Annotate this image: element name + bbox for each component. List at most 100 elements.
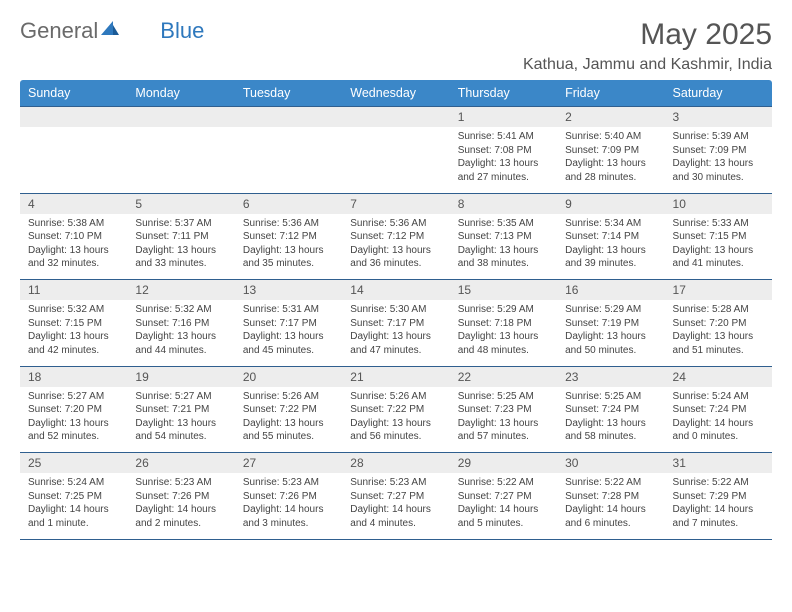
sunset-text: Sunset: 7:21 PM	[135, 403, 226, 417]
sunrise-text: Sunrise: 5:36 AM	[243, 217, 334, 231]
sunset-text: Sunset: 7:23 PM	[458, 403, 549, 417]
day-cell	[235, 127, 342, 193]
day-number: 27	[235, 453, 342, 474]
day-cell: Sunrise: 5:23 AMSunset: 7:26 PMDaylight:…	[235, 473, 342, 539]
day-cell: Sunrise: 5:33 AMSunset: 7:15 PMDaylight:…	[665, 214, 772, 280]
sunrise-text: Sunrise: 5:40 AM	[565, 130, 656, 144]
day-cell: Sunrise: 5:37 AMSunset: 7:11 PMDaylight:…	[127, 214, 234, 280]
day-cell: Sunrise: 5:23 AMSunset: 7:26 PMDaylight:…	[127, 473, 234, 539]
sunset-text: Sunset: 7:19 PM	[565, 317, 656, 331]
sunrise-text: Sunrise: 5:25 AM	[458, 390, 549, 404]
sunset-text: Sunset: 7:20 PM	[28, 403, 119, 417]
day-cell: Sunrise: 5:36 AMSunset: 7:12 PMDaylight:…	[342, 214, 449, 280]
sunrise-text: Sunrise: 5:32 AM	[28, 303, 119, 317]
sunrise-text: Sunrise: 5:22 AM	[673, 476, 764, 490]
day-number: 12	[127, 280, 234, 301]
day-number: 24	[665, 366, 772, 387]
day-cell	[20, 127, 127, 193]
daylight-text: Daylight: 13 hours and 30 minutes.	[673, 157, 764, 184]
sunset-text: Sunset: 7:15 PM	[673, 230, 764, 244]
day-cell: Sunrise: 5:23 AMSunset: 7:27 PMDaylight:…	[342, 473, 449, 539]
logo: General Blue	[20, 18, 204, 44]
sunrise-text: Sunrise: 5:30 AM	[350, 303, 441, 317]
day-number: 25	[20, 453, 127, 474]
day-cell: Sunrise: 5:31 AMSunset: 7:17 PMDaylight:…	[235, 300, 342, 366]
day-cell: Sunrise: 5:24 AMSunset: 7:25 PMDaylight:…	[20, 473, 127, 539]
daylight-text: Daylight: 13 hours and 32 minutes.	[28, 244, 119, 271]
day-cell: Sunrise: 5:26 AMSunset: 7:22 PMDaylight:…	[235, 387, 342, 453]
logo-word-general: General	[20, 18, 98, 44]
daylight-text: Daylight: 13 hours and 50 minutes.	[565, 330, 656, 357]
weekday-header-row: Sunday Monday Tuesday Wednesday Thursday…	[20, 80, 772, 107]
sunset-text: Sunset: 7:24 PM	[673, 403, 764, 417]
sunset-text: Sunset: 7:13 PM	[458, 230, 549, 244]
sunset-text: Sunset: 7:27 PM	[350, 490, 441, 504]
sunset-text: Sunset: 7:25 PM	[28, 490, 119, 504]
sunrise-text: Sunrise: 5:27 AM	[135, 390, 226, 404]
day-cell: Sunrise: 5:25 AMSunset: 7:23 PMDaylight:…	[450, 387, 557, 453]
sunset-text: Sunset: 7:08 PM	[458, 144, 549, 158]
weekday-header: Monday	[127, 80, 234, 107]
daylight-text: Daylight: 13 hours and 45 minutes.	[243, 330, 334, 357]
daynum-row: 11121314151617	[20, 280, 772, 301]
sunset-text: Sunset: 7:27 PM	[458, 490, 549, 504]
daylight-text: Daylight: 13 hours and 44 minutes.	[135, 330, 226, 357]
day-number: 9	[557, 193, 664, 214]
day-number: 20	[235, 366, 342, 387]
day-number: 14	[342, 280, 449, 301]
day-number: 28	[342, 453, 449, 474]
sunset-text: Sunset: 7:26 PM	[135, 490, 226, 504]
daylight-text: Daylight: 13 hours and 38 minutes.	[458, 244, 549, 271]
day-cell: Sunrise: 5:32 AMSunset: 7:16 PMDaylight:…	[127, 300, 234, 366]
daylight-text: Daylight: 14 hours and 2 minutes.	[135, 503, 226, 530]
day-cell: Sunrise: 5:24 AMSunset: 7:24 PMDaylight:…	[665, 387, 772, 453]
daylight-text: Daylight: 13 hours and 48 minutes.	[458, 330, 549, 357]
daynum-row: 123	[20, 107, 772, 128]
day-number: 17	[665, 280, 772, 301]
sunset-text: Sunset: 7:14 PM	[565, 230, 656, 244]
day-number: 4	[20, 193, 127, 214]
daylight-text: Daylight: 13 hours and 41 minutes.	[673, 244, 764, 271]
day-cell: Sunrise: 5:27 AMSunset: 7:20 PMDaylight:…	[20, 387, 127, 453]
day-number: 30	[557, 453, 664, 474]
sunrise-text: Sunrise: 5:38 AM	[28, 217, 119, 231]
daylight-text: Daylight: 13 hours and 33 minutes.	[135, 244, 226, 271]
day-number: 13	[235, 280, 342, 301]
sunset-text: Sunset: 7:17 PM	[243, 317, 334, 331]
daylight-text: Daylight: 13 hours and 35 minutes.	[243, 244, 334, 271]
sunrise-text: Sunrise: 5:24 AM	[28, 476, 119, 490]
day-cell: Sunrise: 5:22 AMSunset: 7:27 PMDaylight:…	[450, 473, 557, 539]
daylight-text: Daylight: 13 hours and 51 minutes.	[673, 330, 764, 357]
sunset-text: Sunset: 7:09 PM	[565, 144, 656, 158]
day-cell: Sunrise: 5:40 AMSunset: 7:09 PMDaylight:…	[557, 127, 664, 193]
weekday-header: Thursday	[450, 80, 557, 107]
weekday-header: Tuesday	[235, 80, 342, 107]
day-number: 18	[20, 366, 127, 387]
daylight-text: Daylight: 13 hours and 27 minutes.	[458, 157, 549, 184]
sunrise-text: Sunrise: 5:22 AM	[565, 476, 656, 490]
sunrise-text: Sunrise: 5:36 AM	[350, 217, 441, 231]
sunrise-text: Sunrise: 5:26 AM	[243, 390, 334, 404]
day-number: 7	[342, 193, 449, 214]
daynum-row: 45678910	[20, 193, 772, 214]
daylight-text: Daylight: 13 hours and 57 minutes.	[458, 417, 549, 444]
day-number	[342, 107, 449, 128]
sunset-text: Sunset: 7:22 PM	[243, 403, 334, 417]
day-cell: Sunrise: 5:28 AMSunset: 7:20 PMDaylight:…	[665, 300, 772, 366]
daylight-text: Daylight: 13 hours and 54 minutes.	[135, 417, 226, 444]
title-block: May 2025 Kathua, Jammu and Kashmir, Indi…	[523, 18, 772, 74]
sunrise-text: Sunrise: 5:33 AM	[673, 217, 764, 231]
sunset-text: Sunset: 7:10 PM	[28, 230, 119, 244]
sunrise-text: Sunrise: 5:28 AM	[673, 303, 764, 317]
daylight-text: Daylight: 14 hours and 4 minutes.	[350, 503, 441, 530]
day-number	[235, 107, 342, 128]
day-number: 11	[20, 280, 127, 301]
day-number: 5	[127, 193, 234, 214]
day-cell: Sunrise: 5:41 AMSunset: 7:08 PMDaylight:…	[450, 127, 557, 193]
day-cell: Sunrise: 5:27 AMSunset: 7:21 PMDaylight:…	[127, 387, 234, 453]
day-number: 31	[665, 453, 772, 474]
daylight-text: Daylight: 13 hours and 36 minutes.	[350, 244, 441, 271]
weekday-header: Sunday	[20, 80, 127, 107]
day-number: 29	[450, 453, 557, 474]
sunset-text: Sunset: 7:09 PM	[673, 144, 764, 158]
